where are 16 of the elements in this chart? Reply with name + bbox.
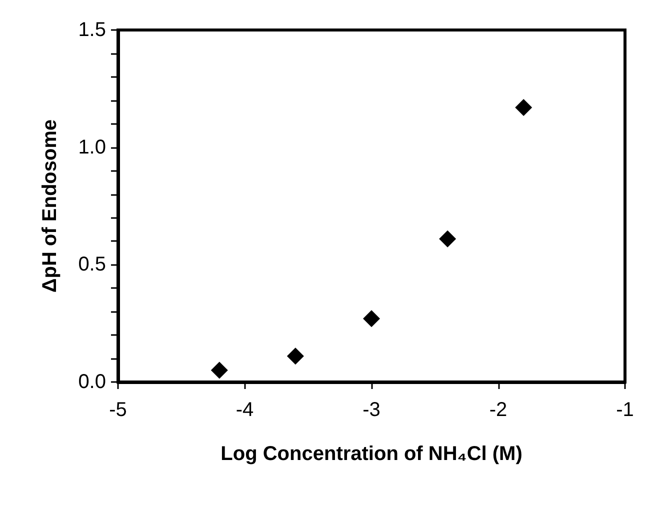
y-axis-title: ΔpH of Endosome	[39, 119, 61, 293]
x-tick-label: -4	[236, 399, 254, 421]
x-tick-label: -5	[109, 399, 127, 421]
point	[363, 310, 380, 328]
y-tick-label: 1.0	[78, 136, 106, 158]
x-tick-label: -2	[489, 399, 508, 421]
y-tick-label: 0.5	[78, 254, 106, 276]
x-axis-title: Log Concentration of NH₄Cl (M)	[220, 443, 522, 465]
point	[210, 362, 228, 379]
point	[439, 230, 456, 248]
point	[286, 348, 304, 365]
y-tick-label: 1.5	[78, 19, 106, 41]
x-tick-label: -3	[362, 399, 380, 421]
y-tick-label: 0.0	[78, 371, 106, 393]
x-tick-label: -1	[616, 399, 634, 421]
point	[515, 98, 532, 116]
